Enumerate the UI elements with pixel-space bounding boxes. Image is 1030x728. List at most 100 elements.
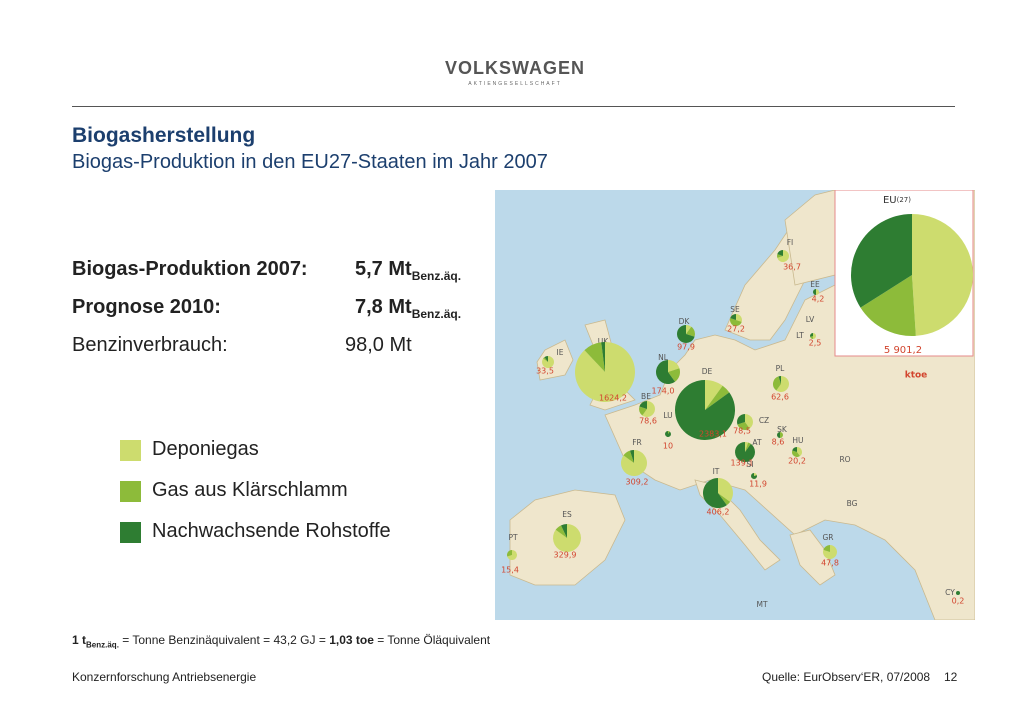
country-code: BG	[847, 499, 858, 508]
country-value: 2,5	[809, 339, 822, 348]
pie-slice	[639, 406, 647, 416]
pie-slice	[777, 250, 789, 262]
country-value: 309,2	[626, 478, 649, 487]
country-code: IT	[713, 467, 720, 476]
country-value: 1624,2	[599, 394, 627, 403]
pie-slice	[860, 275, 916, 336]
country-code: RO	[839, 455, 850, 464]
country-value: 78,6	[639, 417, 657, 426]
pie-slice	[777, 432, 780, 438]
slide-subtitle: Biogas-Produktion in den EU27-Staaten im…	[72, 151, 548, 173]
country-value: 33,5	[536, 367, 554, 376]
eu-label: EU(27)	[883, 195, 911, 206]
pie-slice	[813, 289, 816, 295]
pie-slice	[730, 318, 742, 326]
country-code: SE	[730, 305, 740, 314]
pie-slice	[665, 431, 671, 438]
legend-label: Deponiegas	[152, 438, 259, 460]
pie-slice	[623, 450, 634, 463]
pie-slice	[561, 524, 567, 538]
pie-slice	[705, 385, 730, 410]
pie-slice	[705, 380, 723, 410]
fact-number: 7,8 Mt	[355, 296, 412, 318]
pie-slice	[675, 380, 735, 440]
pie-slice	[823, 545, 830, 552]
fact-value: 98,0 Mt	[345, 334, 412, 357]
fact-value: 5,7 MtBenz.äq.	[355, 258, 461, 283]
pie-slice	[737, 422, 750, 430]
footer-left: Konzernforschung Antriebsenergie	[72, 670, 257, 684]
pie-slice	[777, 254, 783, 258]
footnote: 1 tBenz.äq. = Tonne Benzinäquivalent = 4…	[72, 633, 490, 649]
pie-slice	[656, 360, 676, 384]
country-value: 20,2	[788, 457, 806, 466]
pie-slice	[639, 401, 647, 409]
pie-slice	[686, 325, 692, 334]
fact-label: Biogas-Produktion 2007:	[72, 258, 308, 280]
pie-slice	[718, 493, 731, 506]
pie-slice	[745, 442, 749, 452]
pie-slice	[956, 591, 960, 595]
footnote-part: 1,03 toe	[329, 633, 374, 647]
footnote-part: Benz.äq.	[86, 640, 119, 650]
country-value: 406,2	[707, 508, 730, 517]
pie-slice	[912, 214, 973, 336]
pie-slice	[668, 431, 670, 434]
pie-slice	[813, 333, 816, 339]
pie-slice	[555, 525, 567, 538]
eu-label-sub: (27)	[897, 196, 912, 204]
country-value: 47,8	[821, 559, 839, 568]
pie-slice	[668, 368, 680, 382]
country-code: BE	[641, 392, 651, 401]
pie-slice	[773, 376, 781, 391]
pie-slice	[810, 333, 813, 337]
country-value: 15,4	[501, 566, 519, 575]
pie-slice	[777, 250, 783, 256]
pie-slice	[797, 447, 802, 457]
pie-slice	[543, 357, 548, 362]
fact-label: Benzinverbrauch:	[72, 334, 228, 356]
footer-source: Quelle: EurObserv‘ER, 07/2008	[762, 670, 931, 684]
country-code: CZ	[759, 416, 769, 425]
country-value: 4,2	[812, 295, 825, 304]
pie-slice	[735, 442, 755, 463]
country-code: SK	[777, 425, 788, 434]
legend-swatch	[120, 522, 141, 543]
country-code: HU	[792, 436, 803, 445]
country-value: 27,2	[727, 325, 745, 334]
slide-title: Biogasherstellung	[72, 124, 256, 147]
fact-number: 98,0 Mt	[345, 334, 412, 356]
country-code: CY	[945, 588, 955, 597]
pie-slice	[792, 450, 800, 457]
pie-slice	[745, 414, 753, 429]
country-code: LU	[663, 411, 672, 420]
country-value: 0,2	[952, 597, 965, 606]
country-value: 2383,1	[699, 430, 727, 439]
country-code: EE	[810, 280, 820, 289]
pie-slice	[686, 326, 695, 337]
country-code: LV	[806, 315, 815, 324]
country-code: NL	[658, 353, 669, 362]
eu-label-text: EU	[883, 195, 897, 206]
pie-slice	[810, 336, 813, 339]
pie-slice	[851, 214, 912, 308]
country-value: 62,6	[771, 393, 789, 402]
pie-slice	[778, 376, 781, 384]
pie-slice	[677, 325, 695, 343]
pie-slice	[780, 432, 783, 438]
pie-slice	[544, 356, 548, 362]
country-value: 329,9	[554, 551, 577, 560]
pie-slice	[745, 442, 751, 452]
country-code: DE	[702, 367, 713, 376]
fact-unit: Benz.äq.	[411, 269, 462, 283]
country-code: AT	[752, 438, 762, 447]
pie-slice	[730, 314, 736, 320]
pie-slice	[792, 447, 797, 452]
country-code: UK	[598, 337, 609, 346]
legend-swatch	[120, 481, 141, 502]
footnote-part: = Tonne Öläquivalent	[373, 633, 491, 647]
pie-slice	[816, 289, 819, 295]
eu-unit: ktoe	[905, 371, 928, 381]
